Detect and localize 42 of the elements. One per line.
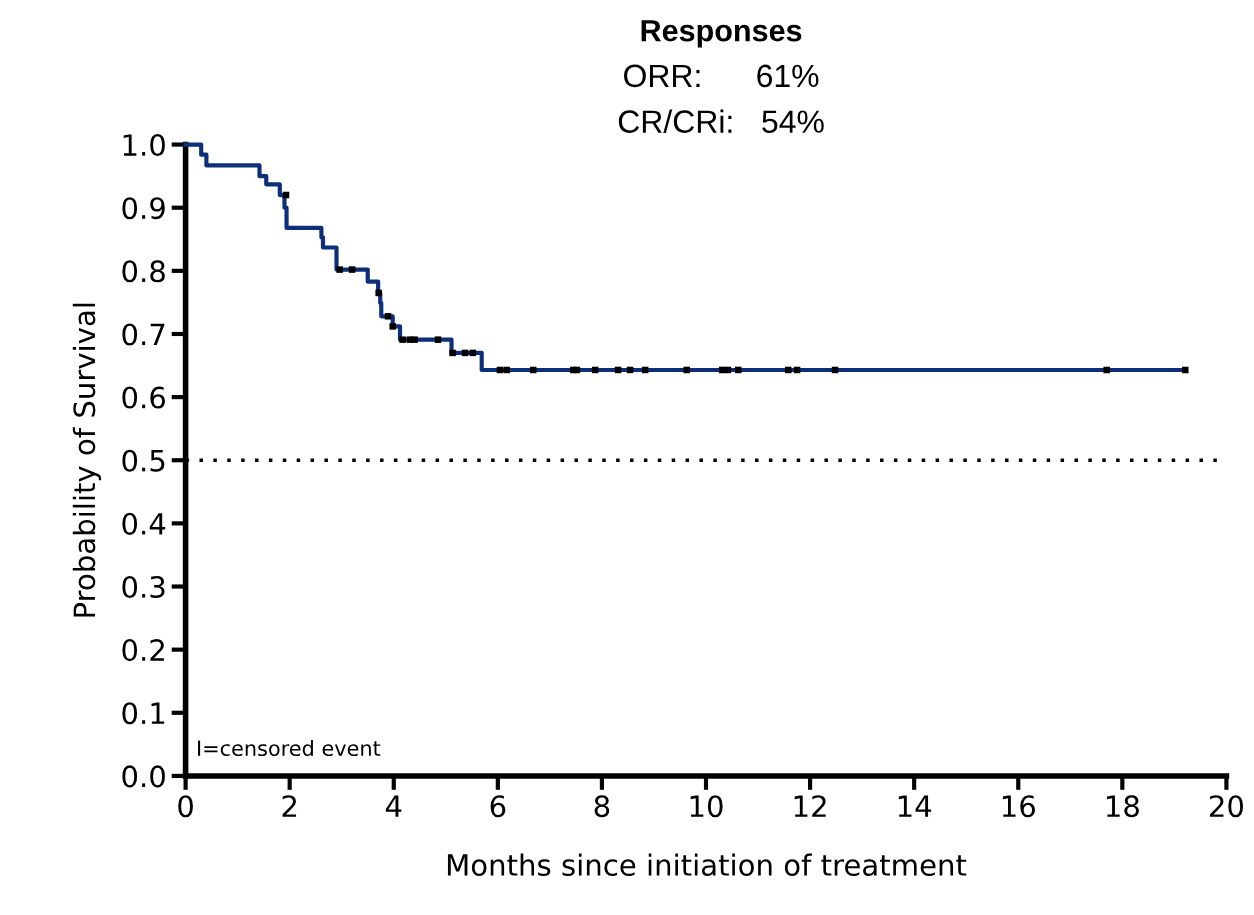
y-tick-label: 1.0 bbox=[123, 134, 165, 157]
point bbox=[449, 349, 456, 357]
y-tick-label: 0.2 bbox=[122, 639, 164, 662]
point bbox=[399, 336, 406, 343]
point bbox=[1103, 366, 1110, 374]
point bbox=[503, 366, 510, 374]
point bbox=[434, 336, 442, 343]
x-tick-label: 8 bbox=[594, 795, 610, 818]
x-tick-label: 0 bbox=[178, 795, 193, 818]
text: ORR: 61% bbox=[624, 64, 819, 88]
y-tick-label: 0.4 bbox=[122, 512, 166, 535]
x-tick-label: 20 bbox=[1209, 795, 1244, 818]
x-tick-label: 2 bbox=[282, 795, 297, 817]
point bbox=[348, 266, 356, 273]
point bbox=[389, 323, 396, 330]
point bbox=[1182, 366, 1189, 374]
y-tick-label: 0.7 bbox=[122, 323, 165, 346]
point bbox=[384, 313, 392, 320]
x-tick-label: 12 bbox=[794, 795, 826, 817]
y-tick-label: 0.6 bbox=[122, 386, 166, 409]
x-tick-label: 6 bbox=[490, 795, 506, 818]
point bbox=[411, 336, 418, 343]
point bbox=[683, 366, 690, 374]
x-tick-label: 4 bbox=[385, 795, 402, 817]
x-tick-label: 18 bbox=[1106, 795, 1139, 818]
y-tick-label: 0.8 bbox=[122, 260, 165, 283]
x-tick-label: 16 bbox=[1002, 795, 1035, 818]
point bbox=[375, 289, 382, 297]
text: CR/CRi: 54% bbox=[618, 109, 824, 133]
point bbox=[336, 266, 343, 273]
annotation: I=censored event bbox=[198, 739, 381, 757]
y-tick-label: 0.1 bbox=[122, 702, 165, 725]
x-axis-title: Months since initiation of treatment bbox=[447, 853, 967, 877]
chart-title: Responses bbox=[641, 20, 802, 48]
y-axis-title: Probability of Survival bbox=[72, 303, 102, 617]
y-tick-label: 0.3 bbox=[122, 575, 165, 599]
y-tick-label: 0.0 bbox=[122, 765, 165, 788]
x-tick-label: 10 bbox=[690, 795, 723, 818]
x-tick-label: 14 bbox=[898, 795, 932, 817]
point bbox=[735, 366, 742, 374]
y-tick-label: 0.5 bbox=[122, 449, 165, 472]
y-tick-label: 0.9 bbox=[122, 197, 165, 220]
